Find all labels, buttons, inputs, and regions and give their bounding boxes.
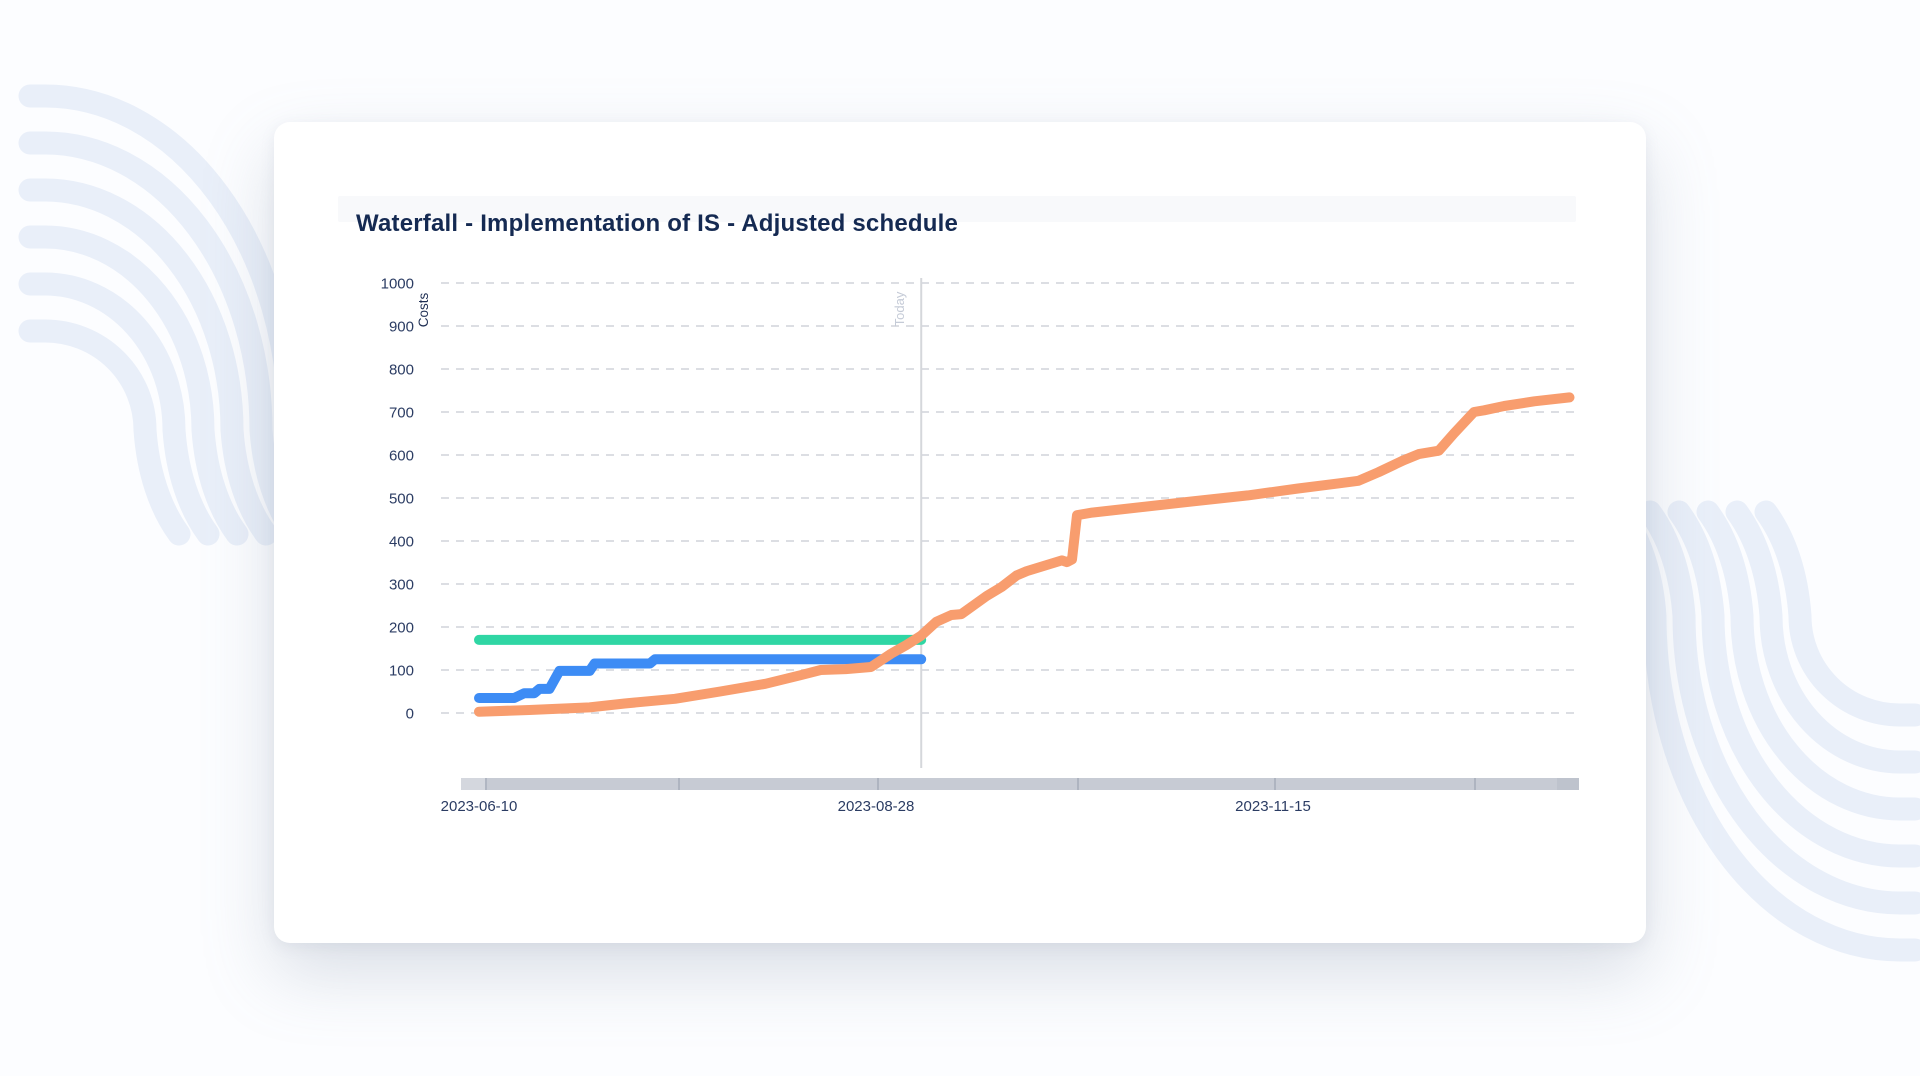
x-axis-tick-label: 2023-11-15: [1235, 798, 1311, 815]
y-tick-label: 900: [389, 319, 414, 336]
x-axis-tick-label: 2023-06-10: [440, 798, 518, 815]
card-header-strip: [338, 196, 1576, 222]
scrollbar-notch: [877, 778, 879, 790]
scrollbar-notch: [1077, 778, 1079, 790]
y-tick-label: 300: [389, 577, 414, 594]
scrollbar-notch: [1474, 778, 1476, 790]
y-tick-label: 200: [389, 620, 414, 637]
scrollbar-right-cap[interactable]: [1557, 778, 1579, 790]
actual-costs-line[interactable]: [474, 392, 1575, 717]
y-tick-label: 400: [389, 534, 414, 551]
waterfall-chart-plot[interactable]: 0 100 200 300 400 500 600 700 800 900 1000 Costs Tod…: [274, 122, 1646, 943]
y-tick-label: 500: [389, 491, 414, 508]
x-axis-tick-labels: 2023-06-10 2023-08-28 2023-11-15: [274, 798, 1646, 820]
baseline-costs-line[interactable]: [474, 654, 927, 703]
scrollbar-notch: [678, 778, 680, 790]
today-label: Today: [892, 291, 907, 326]
y-tick-label: 600: [389, 448, 414, 465]
y-tick-label: 800: [389, 362, 414, 379]
chart-card: Waterfall - Implementation of IS - Adjus…: [274, 122, 1646, 943]
x-axis-scrollbar[interactable]: [461, 778, 1579, 790]
y-axis-label: Costs: [416, 292, 431, 327]
y-tick-label: 0: [406, 706, 414, 723]
scrollbar-notch: [1274, 778, 1276, 790]
x-axis-tick-label: 2023-08-28: [837, 798, 915, 815]
y-tick-label: 1000: [381, 276, 414, 293]
y-tick-label: 100: [389, 663, 414, 680]
chart-title: Waterfall - Implementation of IS - Adjus…: [356, 210, 959, 237]
scrollbar-left-cap[interactable]: [461, 778, 487, 790]
y-tick-label: 700: [389, 405, 414, 422]
